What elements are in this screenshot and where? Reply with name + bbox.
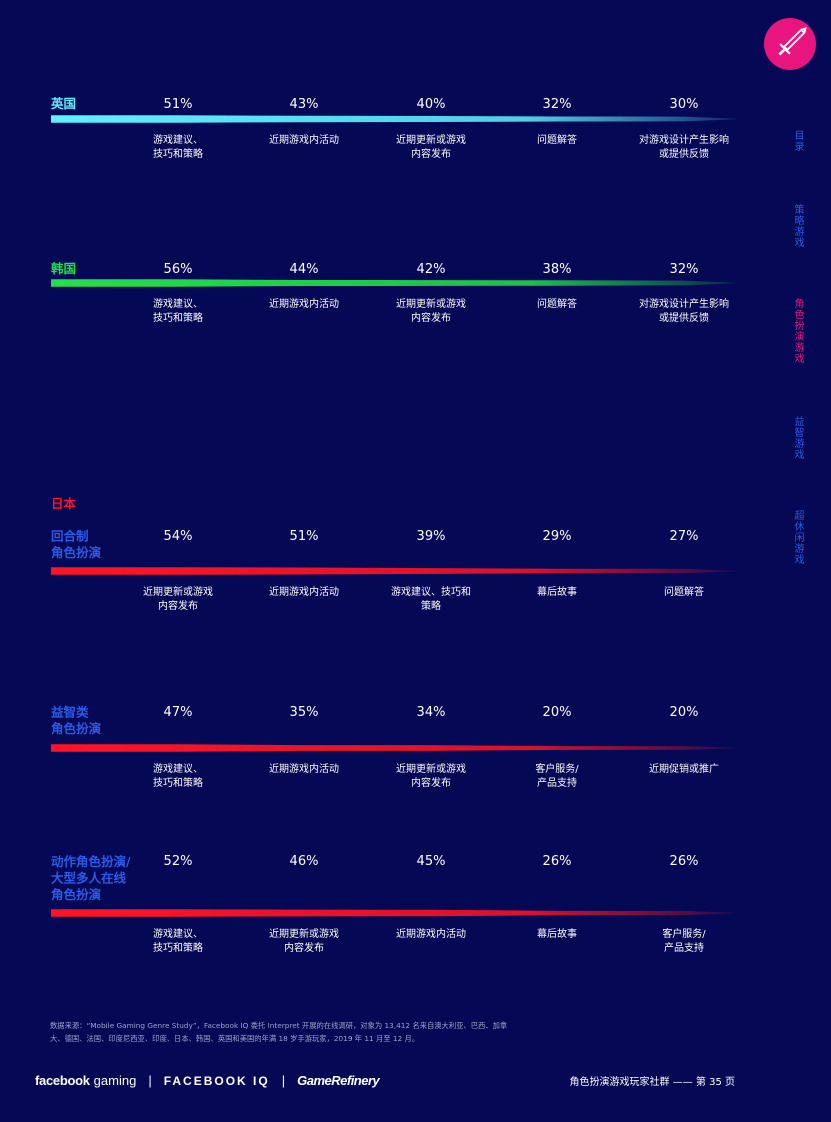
value-label: 26% <box>670 854 699 869</box>
category-label: 游戏建议、技巧和策略 <box>153 297 203 324</box>
value-label: 52% <box>164 854 193 869</box>
value-label: 35% <box>290 705 319 720</box>
value-label: 38% <box>543 262 572 277</box>
series-bar <box>51 744 736 752</box>
brand-gamerefinery: GameRefinery <box>297 1073 380 1088</box>
category-label: 近期游戏内活动 <box>269 585 339 598</box>
category-label: 问题解答 <box>537 297 577 310</box>
brand-separator: | <box>281 1073 286 1088</box>
value-label: 27% <box>670 529 699 544</box>
series-bar <box>51 279 736 287</box>
brand-facebook-iq: FACEBOOK IQ <box>163 1073 270 1088</box>
category-label: 近期更新或游戏内容发布 <box>396 297 466 324</box>
value-label: 56% <box>164 262 193 277</box>
subsection-title: 益智类角色扮演 <box>51 705 102 737</box>
value-label: 51% <box>164 97 193 112</box>
value-label: 20% <box>543 705 572 720</box>
category-label: 问题解答 <box>664 585 704 598</box>
footer-brand: facebook gaming | FACEBOOK IQ | GameRefi… <box>35 1073 380 1088</box>
value-label: 44% <box>290 262 319 277</box>
section-title: 韩国 <box>51 261 76 276</box>
series-bar <box>51 115 736 123</box>
nav-item-hypercasual[interactable]: 超休闲游戏 <box>792 510 803 565</box>
series-bar <box>51 909 736 917</box>
category-label: 近期更新或游戏内容发布 <box>269 927 339 954</box>
category-label: 对游戏设计产生影响或提供反馈 <box>639 133 729 160</box>
chart-block: 动作角色扮演/大型多人在线角色扮演 52% 46% 45% 26% 26% 游戏建议、技巧和… <box>51 854 736 954</box>
subsection-title: 动作角色扮演/大型多人在线角色扮演 <box>51 854 131 902</box>
category-label: 幕后故事 <box>537 927 577 940</box>
category-label: 游戏建议、技巧和策略 <box>391 585 471 612</box>
category-label: 近期更新或游戏内容发布 <box>143 585 213 612</box>
category-label: 近期游戏内活动 <box>269 297 339 310</box>
value-label: 26% <box>543 854 572 869</box>
value-label: 32% <box>543 97 572 112</box>
value-label: 34% <box>417 705 446 720</box>
brand-separator: | <box>148 1073 152 1088</box>
value-label: 32% <box>670 262 699 277</box>
category-label: 游戏建议、技巧和策略 <box>153 762 203 789</box>
side-navigation: 目录 策略游戏 角色扮演游戏 益智游戏 超休闲游戏 <box>782 110 804 590</box>
nav-item-contents[interactable]: 目录 <box>792 130 803 152</box>
value-label: 54% <box>164 529 193 544</box>
category-label: 近期促销或推广 <box>649 762 719 775</box>
nav-item-puzzle[interactable]: 益智游戏 <box>792 416 803 460</box>
value-label: 42% <box>417 262 446 277</box>
nav-item-rpg[interactable]: 角色扮演游戏 <box>792 298 803 364</box>
value-label: 29% <box>543 529 572 544</box>
brand-gaming: gaming <box>93 1073 137 1088</box>
source-note: 数据来源：“Mobile Gaming Genre Study”，Faceboo… <box>50 1021 508 1043</box>
section-title: 英国 <box>51 96 76 111</box>
value-label: 46% <box>290 854 319 869</box>
value-label: 51% <box>290 529 319 544</box>
subsection-title: 回合制角色扮演 <box>51 529 102 561</box>
category-label: 幕后故事 <box>537 585 577 598</box>
chart-block: 韩国 56% 44% 42% 38% 32% 游戏建议、技巧和策略 近期游戏内活动 近期更新或游… <box>51 261 736 324</box>
nav-item-strategy[interactable]: 策略游戏 <box>792 204 803 248</box>
value-label: 20% <box>670 705 699 720</box>
chart-block: 英国 51% 43% 40% 32% 30% 游戏建议、技巧和策略 近期游戏内活动 近期更新或游… <box>51 96 736 160</box>
category-label: 近期游戏内活动 <box>269 133 339 146</box>
category-label: 近期游戏内活动 <box>396 927 466 940</box>
category-label: 近期游戏内活动 <box>269 762 339 775</box>
category-label: 客户服务/产品支持 <box>535 762 579 789</box>
series-bar <box>51 567 736 575</box>
value-label: 47% <box>164 705 193 720</box>
value-label: 45% <box>417 854 446 869</box>
category-label: 近期更新或游戏内容发布 <box>396 133 466 160</box>
category-label: 客户服务/产品支持 <box>662 927 706 954</box>
value-label: 43% <box>290 97 319 112</box>
category-label: 问题解答 <box>537 133 577 146</box>
chart-block: 益智类角色扮演 47% 35% 34% 20% 20% 游戏建议、技巧和策略 近期游戏内活动 近… <box>51 705 736 789</box>
category-label: 对游戏设计产生影响或提供反馈 <box>639 297 729 324</box>
value-label: 30% <box>670 97 699 112</box>
category-label: 近期更新或游戏内容发布 <box>396 762 466 789</box>
brand-facebook: facebook <box>35 1073 90 1088</box>
value-label: 39% <box>417 529 446 544</box>
sword-icon <box>778 27 807 56</box>
category-label: 游戏建议、技巧和策略 <box>153 927 203 954</box>
logo-badge <box>764 18 816 70</box>
value-label: 40% <box>417 97 446 112</box>
category-label: 游戏建议、技巧和策略 <box>153 133 203 160</box>
footer-page-title: 角色扮演游戏玩家社群 —— 第 35 页 <box>569 1077 735 1088</box>
section-title: 日本 <box>51 496 77 511</box>
